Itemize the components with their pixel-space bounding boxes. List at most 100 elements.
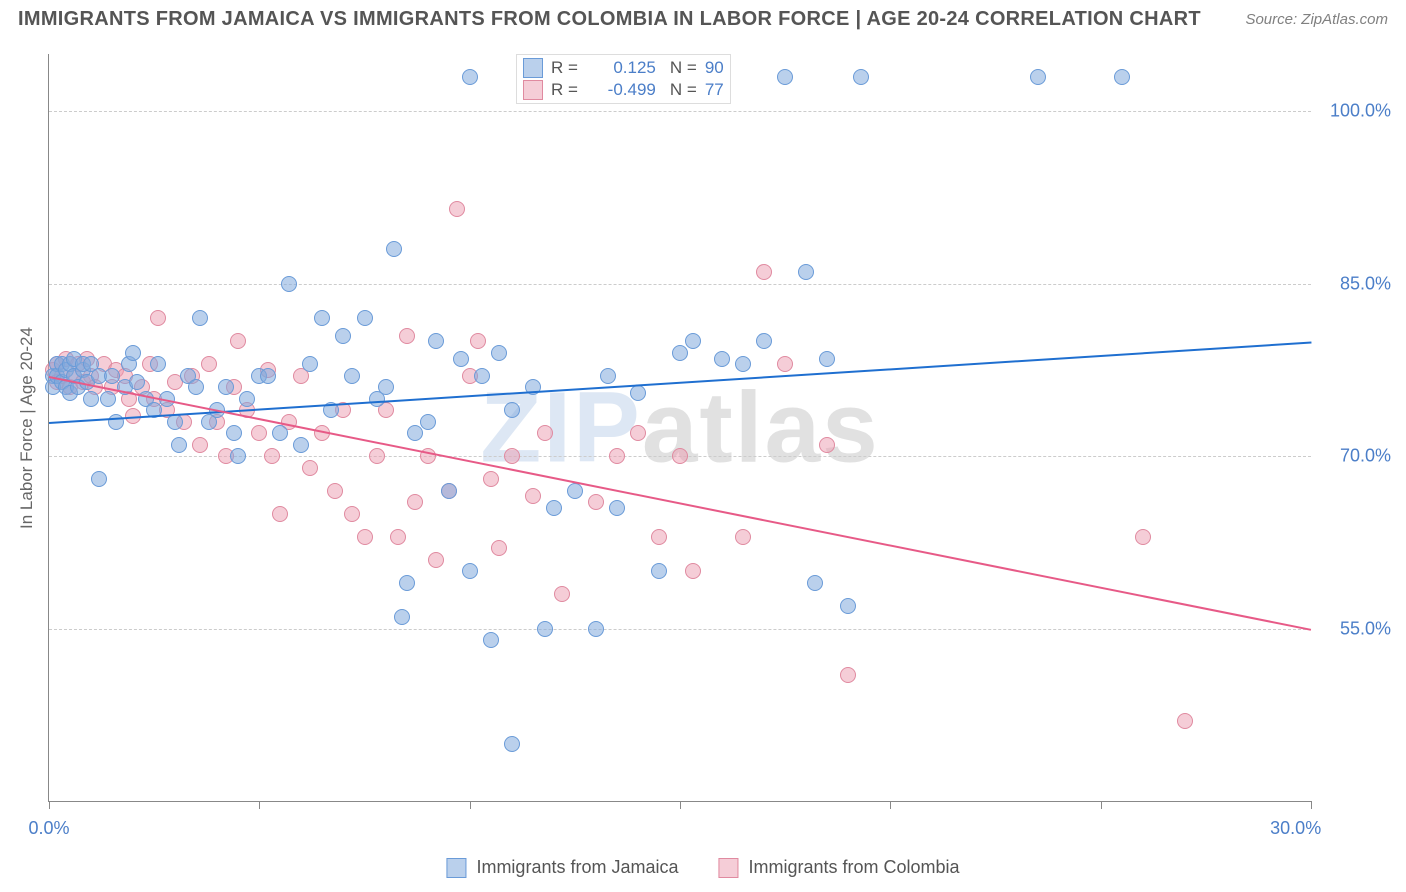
point-colombia (230, 333, 246, 349)
point-jamaica (672, 345, 688, 361)
x-tick (259, 801, 260, 809)
point-colombia (491, 540, 507, 556)
point-jamaica (685, 333, 701, 349)
point-colombia (251, 425, 267, 441)
n-label: N = (670, 80, 697, 100)
point-jamaica (230, 448, 246, 464)
point-jamaica (588, 621, 604, 637)
legend-row: R = -0.499 N = 77 (523, 79, 724, 101)
point-jamaica (100, 391, 116, 407)
trendline-colombia (49, 376, 1311, 631)
point-colombia (272, 506, 288, 522)
point-jamaica (537, 621, 553, 637)
point-jamaica (302, 356, 318, 372)
r-label: R = (551, 58, 578, 78)
point-jamaica (357, 310, 373, 326)
point-colombia (609, 448, 625, 464)
point-jamaica (546, 500, 562, 516)
point-jamaica (260, 368, 276, 384)
point-jamaica (293, 437, 309, 453)
swatch-jamaica (523, 58, 543, 78)
point-colombia (357, 529, 373, 545)
point-jamaica (83, 391, 99, 407)
legend-item-colombia: Immigrants from Colombia (718, 857, 959, 878)
point-jamaica (1030, 69, 1046, 85)
point-jamaica (462, 563, 478, 579)
point-jamaica (714, 351, 730, 367)
x-tick (470, 801, 471, 809)
source-label: Source: ZipAtlas.com (1245, 11, 1388, 28)
point-jamaica (441, 483, 457, 499)
n-value-b: 77 (705, 80, 724, 100)
legend-label: Immigrants from Colombia (748, 857, 959, 878)
legend-bottom: Immigrants from Jamaica Immigrants from … (446, 857, 959, 878)
x-tick-label: 0.0% (28, 818, 69, 839)
point-colombia (1135, 529, 1151, 545)
point-jamaica (853, 69, 869, 85)
legend-item-jamaica: Immigrants from Jamaica (446, 857, 678, 878)
point-colombia (756, 264, 772, 280)
n-label: N = (670, 58, 697, 78)
chart-container: In Labor Force | Age 20-24 ZIPatlas R = … (18, 44, 1396, 822)
point-jamaica (483, 632, 499, 648)
point-jamaica (218, 379, 234, 395)
point-jamaica (491, 345, 507, 361)
point-colombia (264, 448, 280, 464)
gridline (49, 284, 1311, 285)
point-jamaica (150, 356, 166, 372)
point-jamaica (428, 333, 444, 349)
point-jamaica (281, 276, 297, 292)
point-colombia (192, 437, 208, 453)
point-jamaica (453, 351, 469, 367)
point-colombia (525, 488, 541, 504)
point-jamaica (567, 483, 583, 499)
gridline (49, 629, 1311, 630)
point-jamaica (798, 264, 814, 280)
point-colombia (537, 425, 553, 441)
point-jamaica (239, 391, 255, 407)
point-colombia (390, 529, 406, 545)
point-jamaica (91, 471, 107, 487)
point-colombia (150, 310, 166, 326)
y-tick-label: 85.0% (1321, 273, 1391, 294)
y-tick-label: 55.0% (1321, 618, 1391, 639)
point-jamaica (474, 368, 490, 384)
chart-title: IMMIGRANTS FROM JAMAICA VS IMMIGRANTS FR… (18, 8, 1201, 31)
point-colombia (672, 448, 688, 464)
point-jamaica (777, 69, 793, 85)
swatch-colombia (523, 80, 543, 100)
point-jamaica (807, 575, 823, 591)
point-jamaica (226, 425, 242, 441)
point-colombia (554, 586, 570, 602)
point-colombia (588, 494, 604, 510)
point-colombia (777, 356, 793, 372)
point-colombia (344, 506, 360, 522)
x-tick-label: 30.0% (1270, 818, 1321, 839)
point-colombia (685, 563, 701, 579)
point-jamaica (609, 500, 625, 516)
point-jamaica (272, 425, 288, 441)
x-tick (1101, 801, 1102, 809)
plot-area: In Labor Force | Age 20-24 ZIPatlas R = … (48, 54, 1311, 802)
legend-row: R = 0.125 N = 90 (523, 57, 724, 79)
r-label: R = (551, 80, 578, 100)
point-jamaica (125, 345, 141, 361)
point-colombia (327, 483, 343, 499)
point-colombia (449, 201, 465, 217)
point-jamaica (840, 598, 856, 614)
r-value-b: -0.499 (586, 80, 656, 100)
point-colombia (369, 448, 385, 464)
point-jamaica (129, 374, 145, 390)
swatch-jamaica (446, 858, 466, 878)
legend-correlation: R = 0.125 N = 90 R = -0.499 N = 77 (516, 54, 731, 104)
watermark-atlas: atlas (642, 371, 880, 483)
point-colombia (483, 471, 499, 487)
point-jamaica (756, 333, 772, 349)
point-jamaica (386, 241, 402, 257)
x-tick (890, 801, 891, 809)
y-tick-label: 100.0% (1321, 101, 1391, 122)
point-colombia (819, 437, 835, 453)
point-jamaica (407, 425, 423, 441)
x-tick (49, 801, 50, 809)
n-value-a: 90 (705, 58, 724, 78)
